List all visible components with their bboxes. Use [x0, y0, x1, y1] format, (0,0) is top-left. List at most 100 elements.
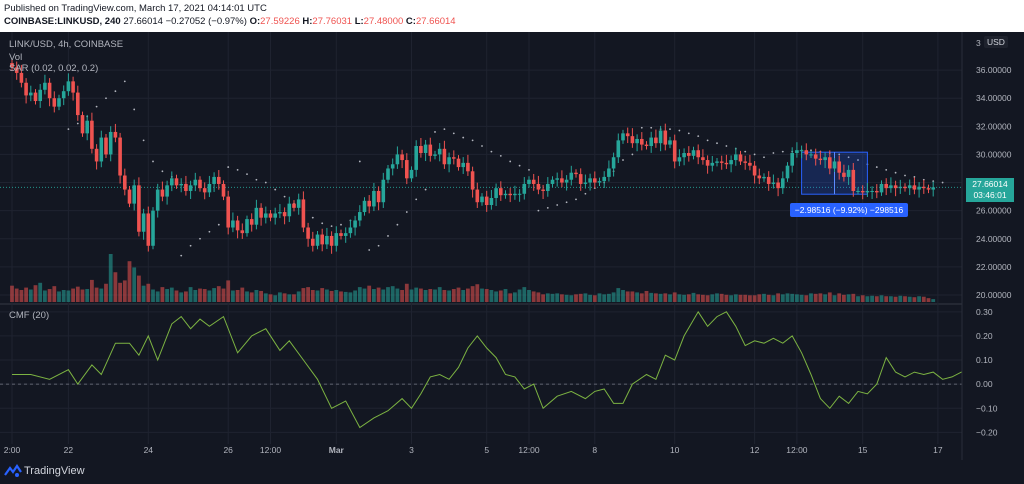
chart-area[interactable]: 36.0000034.0000032.0000030.0000028.00000…: [0, 32, 1024, 460]
tradingview-brand[interactable]: TradingView: [24, 465, 85, 477]
volume-bar: [508, 293, 513, 302]
candle-body: [522, 183, 527, 194]
candle-body: [494, 188, 498, 198]
candle-body: [146, 213, 151, 246]
candle-body: [917, 186, 921, 190]
volume-bar: [362, 288, 367, 302]
currency-button[interactable]: USD: [984, 36, 1008, 48]
high-label: H:: [302, 16, 313, 27]
candle-body: [710, 162, 715, 166]
candlesticks: [10, 59, 935, 254]
legend-vol[interactable]: Vol: [9, 52, 23, 63]
time-axis[interactable]: 2:00 22 24 26 12:00 Mar 3 5 12:00 8 10 12 12:00 15 17: [4, 445, 943, 455]
price-tick-label: 26.00000: [976, 206, 1012, 216]
sar-dot: [546, 206, 549, 209]
volume-bar: [715, 293, 719, 302]
cmf-series-line: [12, 310, 1018, 429]
candle-body: [687, 153, 691, 156]
candle-body: [292, 203, 296, 208]
price-chart[interactable]: 36.0000034.0000032.0000030.0000028.00000…: [0, 32, 1024, 460]
sar-dot: [499, 154, 502, 157]
sar-dot: [152, 160, 154, 163]
candle-body: [90, 120, 94, 149]
sar-dot: [753, 153, 756, 156]
candle-body: [804, 150, 809, 155]
sar-dot: [161, 170, 164, 173]
price-tick-label: 36.00000: [976, 65, 1012, 75]
candle-body: [625, 133, 630, 137]
volume-bar: [668, 294, 672, 302]
candle-body: [358, 212, 362, 221]
volume-bar: [503, 289, 508, 302]
volume-bar: [235, 290, 240, 302]
sar-dot: [772, 152, 775, 154]
volume-bar: [649, 292, 654, 302]
candle-body: [922, 186, 926, 189]
volume-bar: [926, 298, 931, 302]
sar-dot: [180, 254, 183, 257]
volume-bar: [682, 294, 686, 302]
candle-body: [155, 189, 160, 211]
time-tick-label: 12:00: [518, 445, 540, 455]
volume-bar: [766, 294, 771, 302]
candle-body: [217, 176, 221, 184]
candle-body: [296, 199, 301, 208]
volume-bar: [155, 291, 160, 302]
volume-bar: [108, 254, 113, 302]
sar-dot: [781, 150, 784, 153]
candle-body: [560, 178, 564, 183]
candle-body: [640, 138, 644, 145]
candle-body: [893, 185, 898, 189]
candle-body: [442, 148, 447, 165]
candle-body: [513, 193, 517, 196]
volume-bar: [404, 283, 409, 302]
cmf-tick-label: 0.20: [976, 331, 993, 341]
candle-body: [343, 233, 348, 236]
volume-bar: [71, 288, 75, 302]
sar-dot: [105, 97, 107, 100]
last-price: 27.66014: [123, 16, 163, 27]
candle-body: [602, 176, 606, 182]
candle-body: [715, 161, 719, 163]
volume-bar: [574, 294, 578, 302]
candle-body: [846, 169, 851, 177]
volume-bar: [367, 285, 372, 302]
measure-tooltip: −2.98516 (−9.92%) −298516: [790, 203, 908, 217]
time-tick-label: 22: [64, 445, 74, 455]
candle-body: [461, 162, 465, 168]
candle-body: [245, 219, 249, 234]
top-bar: Published on TradingView.com, March 17, …: [0, 0, 1024, 32]
legend-cmf[interactable]: CMF (20): [9, 310, 50, 321]
candle-body: [574, 172, 578, 175]
sar-dot: [274, 188, 277, 191]
volume-bar: [480, 288, 484, 302]
candle-body: [903, 186, 907, 189]
candle-body: [85, 120, 89, 134]
candle-body: [870, 190, 874, 192]
volume-bar: [292, 294, 296, 302]
legend-sar[interactable]: SAR (0.02, 0.02, 0.2): [9, 63, 99, 74]
sar-dot: [358, 160, 361, 163]
volume-bar: [545, 293, 550, 302]
cmf-tick-label: 0.10: [976, 355, 993, 365]
candle-body: [931, 187, 935, 190]
price-axis-bg: [962, 32, 1024, 460]
volume-bar: [827, 292, 832, 302]
tradingview-logo-icon[interactable]: [4, 464, 22, 478]
volume-bar: [216, 286, 221, 302]
candle-body: [705, 160, 710, 166]
legend-pair[interactable]: LINK/USD, 4h, COINBASE: [9, 39, 124, 50]
sar-dot: [434, 131, 436, 133]
candle-body: [597, 181, 602, 183]
candle-body: [719, 161, 724, 163]
time-tick-label: 24: [144, 445, 154, 455]
volume-bar: [160, 287, 165, 302]
candle-body: [907, 185, 912, 189]
volume-bar: [395, 288, 400, 302]
candle-body: [367, 200, 371, 207]
volume-bar: [733, 294, 738, 302]
volume-bar: [240, 287, 245, 302]
candle-body: [29, 92, 33, 96]
price-axis[interactable]: 36.0000034.0000032.0000030.0000028.00000…: [961, 32, 1024, 460]
price-tick-label: 20.00000: [976, 290, 1012, 300]
